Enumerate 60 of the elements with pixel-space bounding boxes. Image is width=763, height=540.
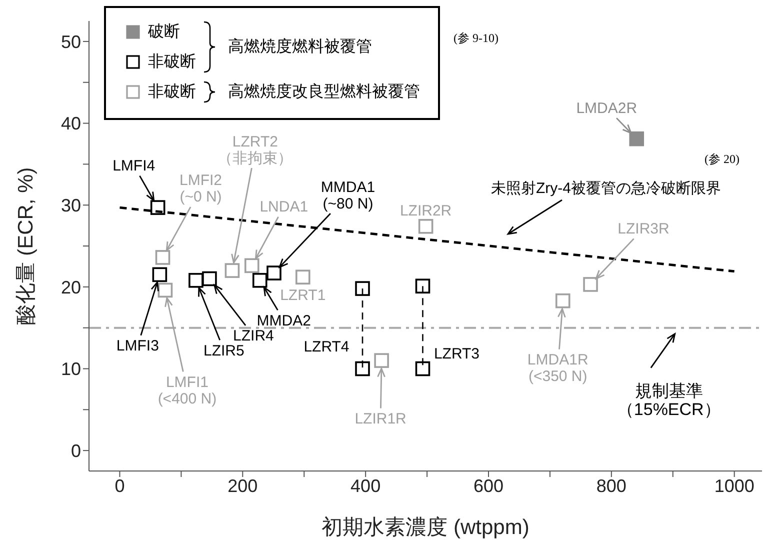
point: [629, 131, 644, 146]
annotation: LZRT2 （非拘束）: [218, 132, 293, 166]
x-tick-label: 800: [596, 476, 626, 496]
annotation: 未照射Zry-4被覆管の急冷破断限界: [491, 180, 721, 196]
annotation: LMDA2R: [576, 99, 638, 116]
point: [555, 293, 570, 308]
annotation: LMFI2 (~0 N): [179, 172, 222, 206]
x-tick-label: 1000: [714, 476, 754, 496]
point: [155, 250, 170, 265]
point: [583, 277, 598, 292]
y-tick-label: 0: [70, 440, 81, 461]
point: [152, 267, 168, 282]
point: [295, 270, 310, 284]
annotation: MMDA2: [256, 312, 311, 329]
y-axis-title: 酸化量 (ECR, %): [14, 167, 38, 325]
annotation: LZRT1: [280, 286, 326, 304]
annotation: LZIR4: [233, 327, 274, 344]
annotation: LZRT3: [434, 345, 480, 362]
x-axis-title: 初期水素濃度 (wtppm): [322, 516, 530, 539]
point: [266, 266, 282, 280]
annotation: LZIR5: [204, 342, 244, 359]
point: [415, 278, 430, 294]
legend-label: 非破断: [148, 52, 196, 70]
annotation: LZIR3R: [618, 220, 670, 237]
annotation: LMDA1R (<350 N): [527, 351, 588, 385]
annotation: LZIR1R: [354, 410, 407, 428]
y-tick-label: 50: [60, 32, 81, 52]
point: [418, 218, 434, 234]
point: [224, 263, 240, 278]
point: [202, 271, 217, 286]
y-tick-label: 40: [60, 114, 81, 134]
x-tick-label: 400: [350, 476, 381, 496]
annotation: LZRT4: [304, 338, 350, 356]
annotation: MMDA1 (~80 N): [320, 178, 376, 212]
annotation: LMFI3: [116, 337, 159, 354]
x-tick-label: 0: [114, 476, 125, 496]
point: [244, 258, 260, 274]
annotation: LMFI4: [112, 157, 156, 174]
x-tick-label: 600: [473, 476, 504, 496]
legend-label: 非破断: [148, 82, 196, 100]
annotation: 高燃焼度改良型燃料被覆管: [228, 82, 420, 100]
ref-line-label: 規制基準（15%ECR）: [616, 380, 721, 419]
annotation: LNDA1: [260, 198, 308, 216]
annotation: LMFI1 (<400 N): [158, 373, 217, 407]
y-tick-label: 20: [60, 277, 81, 298]
point: [355, 361, 370, 376]
annotation: (参 9-10): [454, 31, 498, 45]
point: [158, 282, 173, 298]
x-tick-label: 200: [228, 476, 258, 496]
point: [374, 353, 389, 368]
point: [252, 272, 268, 288]
y-tick-label: 30: [60, 195, 81, 216]
point: [188, 272, 204, 288]
annotation: 高燃焼度燃料被覆管: [228, 38, 372, 56]
annotation: LZIR2R: [400, 202, 452, 219]
point: [415, 361, 430, 376]
y-tick-label: 10: [60, 359, 81, 380]
point: [355, 281, 370, 296]
legend-label: 破断: [147, 22, 180, 40]
annotation: (参 20): [704, 152, 740, 166]
